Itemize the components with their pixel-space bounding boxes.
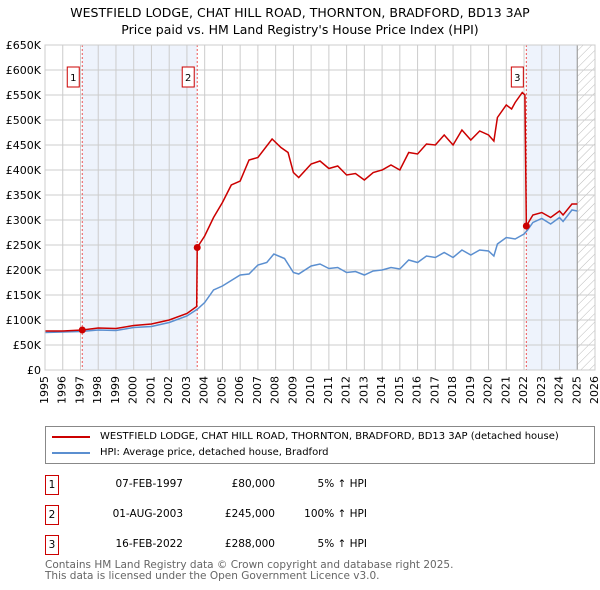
y-tick-label: £500K: [6, 114, 42, 127]
footer-line: Contains HM Land Registry data © Crown c…: [45, 559, 454, 571]
sale-label: 3: [514, 73, 520, 84]
x-tick-label: 2016: [411, 376, 424, 404]
x-tick-label: 1999: [109, 376, 122, 404]
sale-label-box: [66, 66, 80, 88]
x-tick-label: 2006: [233, 376, 246, 404]
x-tick-label: 2001: [144, 376, 157, 404]
transaction-row: 2 01-AUG-2003 £245,000 100% ↑ HPI: [45, 505, 445, 525]
transaction-row: 1 07-FEB-1997 £80,000 5% ↑ HPI: [45, 475, 445, 495]
legend: WESTFIELD LODGE, CHAT HILL ROAD, THORNTO…: [45, 426, 595, 464]
footer: Contains HM Land Registry data © Crown c…: [45, 560, 453, 582]
sale-label: 2: [185, 73, 191, 84]
legend-item-hpi: HPI: Average price, detached house, Brad…: [52, 447, 328, 458]
legend-label: HPI: Average price, detached house, Brad…: [100, 447, 329, 458]
x-tick-label: 2005: [215, 376, 228, 404]
x-tick-label: 2024: [553, 376, 566, 404]
shaded-period: [82, 45, 198, 370]
hpi-diff: 5% ↑ HPI: [317, 478, 367, 490]
x-tick-label: 2015: [393, 376, 406, 404]
y-tick-label: £550K: [6, 89, 42, 102]
date: 01-AUG-2003: [112, 508, 183, 520]
y-tick-label: £300K: [6, 214, 42, 227]
price: £245,000: [224, 508, 275, 520]
legend-label: WESTFIELD LODGE, CHAT HILL ROAD, THORNTO…: [100, 431, 559, 442]
x-tick-label: 2025: [570, 376, 583, 404]
chart-title: WESTFIELD LODGE, CHAT HILL ROAD, THORNTO…: [0, 4, 600, 38]
series-line: [44, 209, 578, 334]
x-tick-label: 2019: [464, 376, 477, 404]
plot-border: [44, 44, 596, 371]
sale-point: [193, 244, 201, 251]
x-tick-label: 1995: [38, 376, 51, 404]
y-tick-label: £0: [27, 364, 41, 377]
x-tick-label: 2026: [588, 376, 600, 404]
future-hatch: [577, 45, 595, 370]
marker-badge: 1: [45, 475, 59, 495]
transaction-row: 3 16-FEB-2022 £288,000 5% ↑ HPI: [45, 535, 445, 555]
price: £80,000: [231, 478, 275, 490]
red-line-swatch: [52, 435, 90, 438]
x-tick-label: 2012: [340, 376, 353, 404]
date: 16-FEB-2022: [115, 538, 183, 550]
y-tick-label: £250K: [6, 239, 42, 252]
sale-label: 1: [70, 73, 76, 84]
chart: 1995 1996 1997 1998 1999 2000 2001 2002 2003 2004…: [6, 39, 600, 404]
blue-line-swatch: [52, 451, 90, 454]
x-tick-label: 2022: [517, 376, 530, 404]
x-tick-label: 2011: [322, 376, 335, 404]
x-tick-label: 2010: [304, 376, 317, 404]
footer-line: This data is licensed under the Open Gov…: [45, 570, 380, 582]
title-line: WESTFIELD LODGE, CHAT HILL ROAD, THORNTO…: [70, 5, 530, 20]
y-tick-label: £150K: [6, 289, 42, 302]
sale-label-box: [181, 66, 195, 88]
y-tick-label: £400K: [6, 164, 42, 177]
x-tick-label: 1997: [73, 376, 86, 404]
x-tick-label: 2021: [499, 376, 512, 404]
x-tick-label: 2003: [180, 376, 193, 404]
x-tick-label: 2002: [162, 376, 175, 404]
y-tick-label: £200K: [6, 264, 42, 277]
y-tick-label: £600K: [6, 64, 42, 77]
x-tick-label: 2013: [357, 376, 370, 404]
hpi-diff: 100% ↑ HPI: [304, 508, 367, 520]
legend-item-property: WESTFIELD LODGE, CHAT HILL ROAD, THORNTO…: [52, 431, 559, 442]
marker-badge: 3: [45, 535, 59, 555]
series-line: [45, 91, 578, 332]
x-tick-label: 2017: [428, 376, 441, 404]
y-tick-label: £450K: [6, 139, 42, 152]
date: 07-FEB-1997: [115, 478, 183, 490]
y-tick-label: £350K: [6, 189, 42, 202]
sale-label-box: [510, 66, 524, 88]
sale-point: [78, 326, 86, 334]
x-tick-label: 2008: [269, 376, 282, 404]
x-tick-label: 2007: [251, 376, 264, 404]
x-tick-label: 2000: [127, 376, 140, 404]
price: £288,000: [224, 538, 275, 550]
x-tick-label: 2004: [198, 376, 211, 404]
x-tick-label: 2009: [286, 376, 299, 404]
hpi-diff: 5% ↑ HPI: [317, 538, 367, 550]
x-tick-label: 1998: [91, 376, 104, 404]
x-tick-label: 2020: [482, 376, 495, 404]
subtitle-line: Price paid vs. HM Land Registry's House …: [121, 22, 479, 37]
x-tick-label: 2023: [535, 376, 548, 404]
y-tick-label: £50K: [13, 339, 42, 352]
x-tick-label: 2018: [446, 376, 459, 404]
y-tick-label: £650K: [6, 39, 42, 52]
x-tick-label: 1996: [56, 376, 69, 404]
y-tick-label: £100K: [6, 314, 42, 327]
sale-point: [522, 222, 530, 230]
x-tick-label: 2014: [375, 376, 388, 404]
marker-badge: 2: [45, 505, 59, 525]
